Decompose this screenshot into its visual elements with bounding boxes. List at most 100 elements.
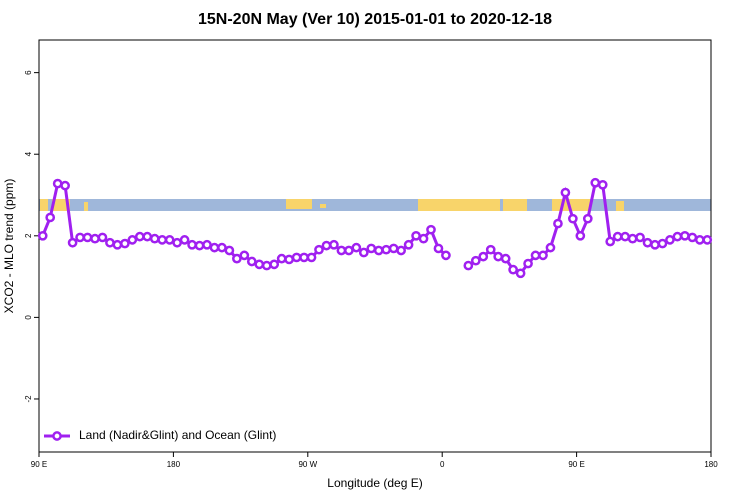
data-point bbox=[627, 233, 638, 244]
data-point bbox=[224, 245, 235, 256]
data-point bbox=[478, 251, 489, 262]
data-point bbox=[284, 254, 294, 265]
data-point bbox=[329, 239, 339, 250]
data-point bbox=[635, 232, 645, 243]
data-point bbox=[575, 230, 586, 241]
legend-label: Land (Nadir&Glint) and Ocean (Glint) bbox=[79, 428, 276, 442]
data-point bbox=[530, 250, 541, 261]
data-point bbox=[306, 252, 317, 263]
data-point bbox=[373, 245, 384, 256]
data-point bbox=[60, 180, 70, 191]
data-point bbox=[403, 239, 414, 250]
data-point bbox=[157, 235, 168, 245]
data-point bbox=[665, 235, 675, 245]
y-tick-label: 4 bbox=[24, 151, 33, 156]
y-tick-label: -2 bbox=[24, 395, 33, 403]
data-point bbox=[597, 179, 608, 190]
data-point bbox=[694, 235, 705, 245]
data-point bbox=[299, 252, 309, 263]
y-tick-label: 0 bbox=[24, 315, 33, 320]
data-point bbox=[650, 239, 660, 250]
data-point bbox=[187, 239, 197, 250]
data-point bbox=[291, 252, 302, 263]
chart-title: 15N-20N May (Ver 10) 2015-01-01 to 2020-… bbox=[198, 11, 552, 28]
y-axis-label: XCO2 - MLO trend (ppm) bbox=[2, 179, 16, 314]
data-point bbox=[97, 232, 108, 243]
data-point bbox=[366, 243, 377, 254]
data-point bbox=[142, 231, 153, 242]
data-point bbox=[37, 230, 48, 241]
data-point bbox=[134, 231, 145, 242]
data-point bbox=[620, 231, 630, 242]
data-point bbox=[344, 245, 354, 256]
plot-frame bbox=[38, 39, 712, 453]
x-tick-label: 90 E bbox=[31, 460, 47, 469]
legend-swatch-marker bbox=[52, 431, 62, 441]
data-point bbox=[538, 250, 548, 261]
data-point bbox=[149, 233, 160, 244]
data-point bbox=[67, 237, 78, 248]
land-patch bbox=[418, 199, 500, 211]
data-point bbox=[321, 240, 332, 251]
data-point bbox=[261, 260, 272, 271]
data-point bbox=[605, 236, 616, 247]
ocean-strip bbox=[39, 199, 711, 211]
x-axis-label: Longitude (deg E) bbox=[327, 476, 422, 490]
data-point bbox=[702, 235, 713, 245]
data-point bbox=[642, 237, 653, 248]
data-point bbox=[127, 235, 138, 245]
data-point bbox=[246, 256, 257, 267]
data-point bbox=[202, 239, 212, 250]
land-patch bbox=[503, 199, 527, 211]
data-point bbox=[515, 268, 526, 279]
data-point bbox=[45, 212, 56, 223]
land-ocean-strip bbox=[39, 199, 711, 211]
data-point bbox=[120, 238, 130, 249]
data-point bbox=[112, 239, 123, 250]
data-point bbox=[553, 218, 563, 229]
data-point bbox=[164, 235, 175, 245]
data-point bbox=[560, 187, 571, 198]
data-point bbox=[90, 233, 100, 244]
land-patch bbox=[320, 204, 326, 208]
data-point bbox=[568, 213, 578, 224]
x-tick-label: 90 W bbox=[298, 460, 317, 469]
data-point bbox=[687, 232, 698, 243]
x-tick-label: 180 bbox=[704, 460, 718, 469]
data-point bbox=[75, 232, 85, 243]
data-point bbox=[358, 247, 369, 258]
data-point bbox=[418, 233, 429, 244]
data-point bbox=[545, 242, 556, 253]
x-tick-label: 180 bbox=[167, 460, 181, 469]
data-point bbox=[672, 231, 683, 242]
y-tick-label: 6 bbox=[24, 70, 33, 75]
data-point bbox=[336, 245, 347, 256]
data-point bbox=[470, 255, 481, 266]
data-point bbox=[411, 230, 421, 241]
data-point bbox=[179, 235, 190, 245]
data-point bbox=[441, 250, 451, 261]
data-point bbox=[612, 231, 623, 242]
data-point bbox=[485, 244, 496, 255]
data-point bbox=[172, 237, 182, 248]
data-point bbox=[582, 213, 593, 224]
data-point bbox=[254, 259, 265, 270]
land-patch bbox=[40, 199, 48, 211]
data-point bbox=[500, 253, 511, 264]
data-point bbox=[239, 250, 250, 261]
data-point bbox=[314, 244, 324, 255]
land-patch bbox=[52, 199, 70, 211]
data-point bbox=[105, 237, 115, 248]
data-point bbox=[508, 264, 518, 275]
data-point bbox=[351, 242, 362, 253]
x-tick-label: 0 bbox=[440, 460, 445, 469]
data-point bbox=[657, 238, 668, 249]
data-point bbox=[493, 251, 504, 262]
data-point bbox=[209, 242, 220, 253]
series-line bbox=[41, 180, 708, 276]
data-point bbox=[276, 253, 287, 264]
land-patch bbox=[616, 201, 624, 211]
data-point bbox=[52, 178, 63, 189]
data-point bbox=[82, 232, 93, 243]
